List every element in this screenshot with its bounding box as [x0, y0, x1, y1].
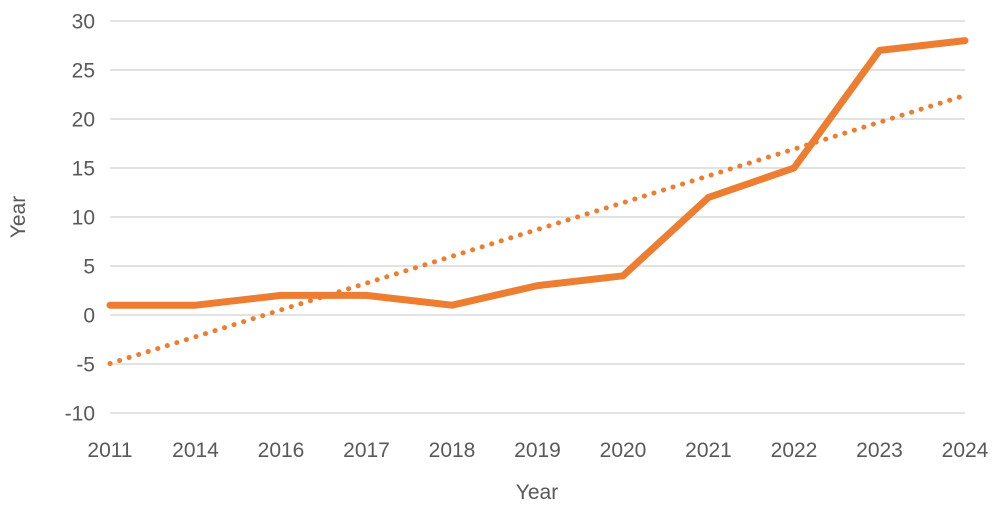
y-axis-tick-labels: -10 -5 0 5 10 15 20 25 30: [65, 11, 95, 426]
y-tick-label: 10: [72, 207, 95, 230]
series-values: [106, 37, 969, 309]
x-tick-label: 2022: [771, 439, 818, 462]
y-tick-label: -5: [76, 354, 95, 377]
x-tick-label: 2023: [856, 439, 903, 462]
x-tick-label: 2014: [172, 439, 219, 462]
gridlines: [110, 20, 965, 414]
series-linear-trendline: [107, 92, 968, 367]
x-tick-label: 2019: [514, 439, 561, 462]
y-axis-title: Year: [7, 196, 30, 238]
y-tick-label: 30: [72, 11, 95, 34]
y-tick-label: -10: [65, 403, 95, 426]
y-tick-label: 25: [72, 60, 95, 83]
data-series: [106, 37, 969, 367]
x-tick-label: 2024: [942, 439, 989, 462]
x-tick-label: 2020: [600, 439, 647, 462]
x-tick-label: 2018: [429, 439, 476, 462]
x-tick-label: 2017: [343, 439, 390, 462]
x-axis-tick-labels: 2011 2014 2016 2017 2018 2019 2020 2021 2022 2023…: [87, 439, 988, 462]
x-tick-label: 2021: [685, 439, 732, 462]
x-tick-label: 2016: [258, 439, 305, 462]
x-tick-label: 2011: [87, 439, 132, 462]
y-tick-label: 0: [83, 305, 95, 328]
y-tick-label: 20: [72, 109, 95, 132]
y-tick-label: 5: [83, 256, 95, 279]
x-axis-title: Year: [516, 481, 558, 504]
y-tick-label: 15: [72, 158, 95, 181]
